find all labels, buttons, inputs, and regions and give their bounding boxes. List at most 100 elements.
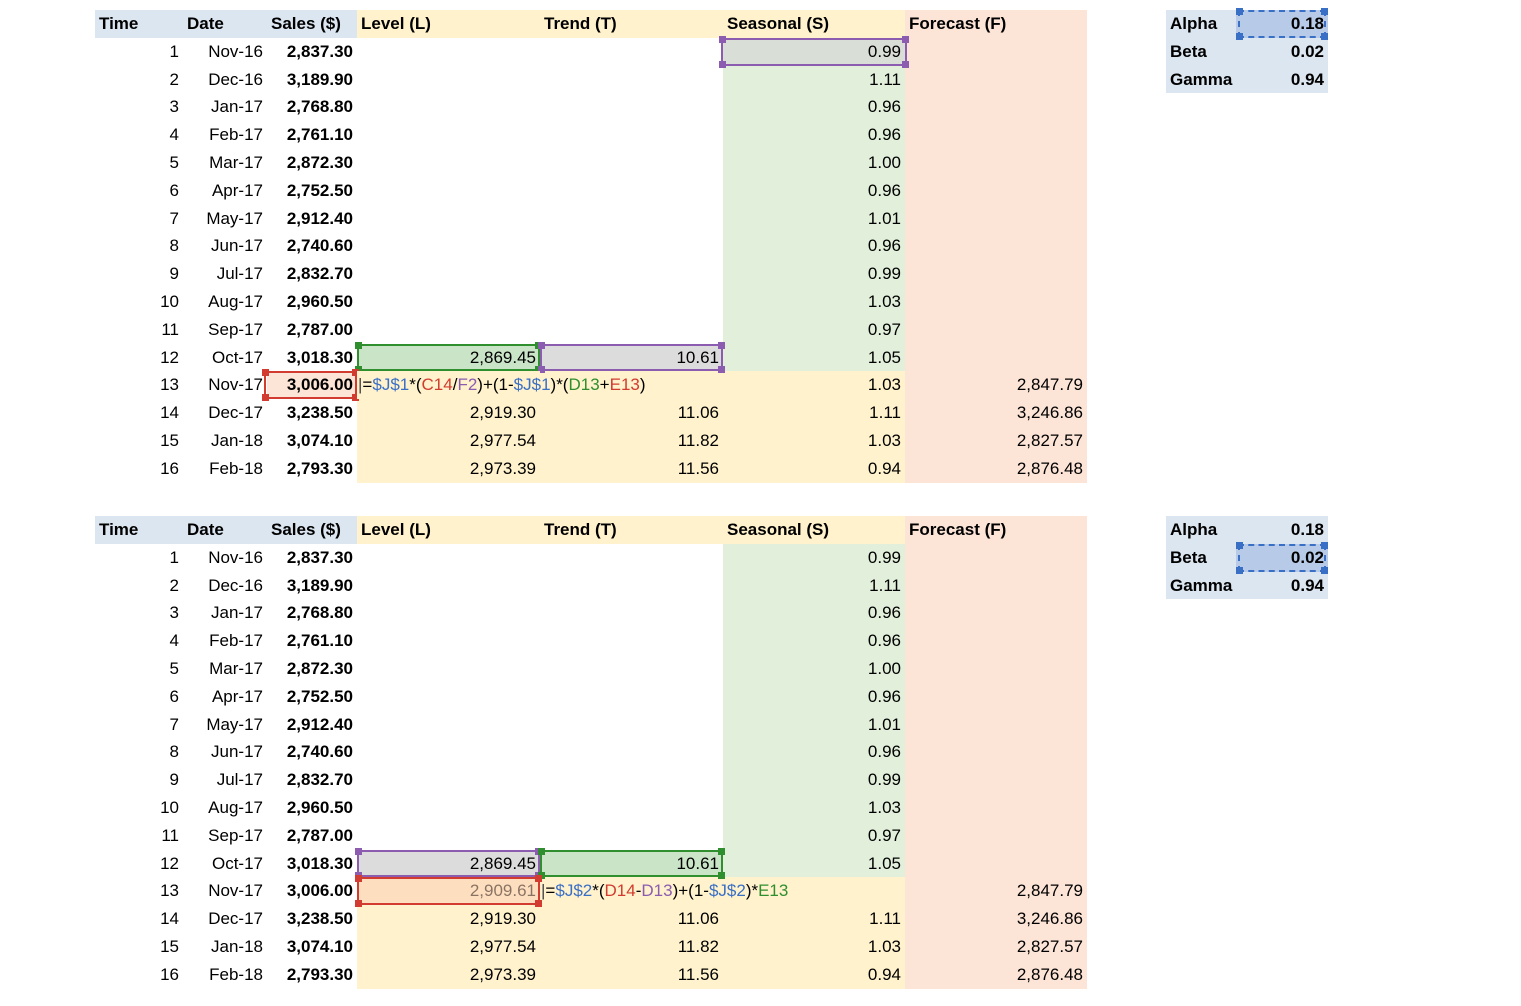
- date-cell[interactable]: Dec-17: [208, 909, 263, 929]
- forecast-cell[interactable]: 2,876.48: [1016, 964, 1083, 984]
- seasonal-cell[interactable]: 1.03: [867, 292, 901, 311]
- trend-cell[interactable]: [540, 683, 723, 711]
- forecast-cell[interactable]: [905, 66, 1087, 94]
- trend-cell[interactable]: 11.06: [677, 909, 719, 929]
- level-cell[interactable]: [357, 149, 540, 177]
- sales-cell[interactable]: 2,837.30: [286, 547, 353, 567]
- forecast-cell[interactable]: [905, 599, 1087, 627]
- time-cell[interactable]: 14: [160, 909, 179, 929]
- sales-cell[interactable]: 2,872.30: [286, 153, 353, 172]
- sales-cell[interactable]: 3,006.00: [286, 881, 353, 901]
- seasonal-cell[interactable]: 0.97: [867, 319, 901, 339]
- time-cell[interactable]: 3: [169, 603, 179, 623]
- forecast-cell[interactable]: [905, 572, 1087, 600]
- trend-cell[interactable]: [540, 93, 723, 121]
- date-cell[interactable]: Nov-17: [208, 375, 263, 395]
- seasonal-cell[interactable]: 0.96: [867, 631, 901, 651]
- date-cell[interactable]: May-17: [206, 208, 263, 228]
- date-cell[interactable]: Feb-17: [209, 125, 263, 145]
- date-cell[interactable]: Oct-17: [211, 853, 263, 873]
- seasonal-cell[interactable]: 1.00: [867, 659, 901, 678]
- date-cell[interactable]: Jul-17: [216, 770, 263, 790]
- forecast-cell[interactable]: 2,827.57: [1016, 431, 1083, 450]
- seasonal-cell[interactable]: 1.11: [869, 403, 901, 423]
- forecast-cell[interactable]: [905, 177, 1087, 205]
- forecast-cell[interactable]: [905, 260, 1087, 288]
- forecast-cell[interactable]: [905, 711, 1087, 739]
- level-cell[interactable]: [357, 822, 540, 850]
- level-cell[interactable]: [357, 599, 540, 627]
- forecast-cell[interactable]: [905, 205, 1087, 233]
- forecast-cell[interactable]: [905, 38, 1087, 66]
- date-cell[interactable]: Jan-17: [211, 97, 263, 117]
- seasonal-cell[interactable]: 0.96: [867, 686, 901, 706]
- date-cell[interactable]: Aug-17: [208, 292, 263, 311]
- trend-cell[interactable]: [540, 738, 723, 766]
- trend-cell[interactable]: [540, 38, 723, 66]
- trend-cell[interactable]: [540, 316, 723, 344]
- sales-cell[interactable]: 3,006.00: [267, 371, 357, 400]
- time-cell[interactable]: 15: [160, 431, 179, 450]
- level-cell[interactable]: [357, 38, 540, 66]
- trend-cell[interactable]: [540, 822, 723, 850]
- time-cell[interactable]: 2: [169, 69, 179, 89]
- forecast-cell[interactable]: [905, 344, 1087, 372]
- date-cell[interactable]: Oct-17: [211, 347, 263, 367]
- sales-cell[interactable]: 2,740.60: [286, 742, 353, 762]
- trend-cell[interactable]: [540, 205, 723, 233]
- sales-cell[interactable]: 2,793.30: [286, 458, 353, 478]
- sales-cell[interactable]: 3,018.30: [286, 853, 353, 873]
- trend-cell[interactable]: [540, 599, 723, 627]
- time-cell[interactable]: 13: [160, 375, 179, 395]
- param-value-gamma[interactable]: 0.94: [1236, 65, 1328, 94]
- level-cell[interactable]: [357, 683, 540, 711]
- forecast-cell[interactable]: [905, 794, 1087, 822]
- sales-cell[interactable]: 3,238.50: [286, 403, 353, 423]
- header-seasonal[interactable]: Seasonal (S): [723, 516, 905, 544]
- time-cell[interactable]: 10: [160, 292, 179, 311]
- level-cell[interactable]: [357, 121, 540, 149]
- forecast-cell[interactable]: [905, 232, 1087, 260]
- seasonal-cell[interactable]: 0.99: [723, 37, 905, 66]
- header-forecast[interactable]: Forecast (F): [905, 10, 1087, 38]
- date-cell[interactable]: Apr-17: [211, 180, 263, 200]
- time-cell[interactable]: 4: [169, 125, 179, 145]
- date-cell[interactable]: Nov-16: [208, 547, 263, 567]
- header-time[interactable]: Time: [95, 516, 183, 544]
- seasonal-cell[interactable]: 0.97: [867, 825, 901, 845]
- sales-cell[interactable]: 3,018.30: [286, 347, 353, 367]
- date-cell[interactable]: Jan-18: [211, 431, 263, 450]
- sales-cell[interactable]: 2,912.40: [286, 714, 353, 734]
- trend-cell[interactable]: 11.06: [677, 403, 719, 423]
- date-cell[interactable]: Mar-17: [209, 659, 263, 678]
- trend-cell[interactable]: [540, 544, 723, 572]
- seasonal-cell[interactable]: 0.96: [867, 603, 901, 623]
- time-cell[interactable]: 11: [161, 825, 179, 845]
- seasonal-cell[interactable]: 1.03: [867, 798, 901, 817]
- seasonal-cell[interactable]: 1.00: [867, 153, 901, 172]
- seasonal-cell[interactable]: 0.94: [867, 458, 901, 478]
- sales-cell[interactable]: 2,912.40: [286, 208, 353, 228]
- forecast-cell[interactable]: [905, 766, 1087, 794]
- trend-cell[interactable]: [540, 711, 723, 739]
- seasonal-cell[interactable]: 1.05: [867, 853, 901, 873]
- header-seasonal[interactable]: Seasonal (S): [723, 10, 905, 38]
- seasonal-cell[interactable]: 1.11: [869, 69, 901, 89]
- param-value-alpha[interactable]: 0.18: [1236, 516, 1328, 544]
- trend-cell[interactable]: [540, 149, 723, 177]
- sales-cell[interactable]: 2,752.50: [286, 686, 353, 706]
- sales-cell[interactable]: 2,793.30: [286, 964, 353, 984]
- level-cell[interactable]: 2,869.45: [357, 343, 540, 372]
- seasonal-cell[interactable]: 1.03: [867, 937, 901, 956]
- sales-cell[interactable]: 3,074.10: [286, 431, 353, 450]
- formula-editor[interactable]: |=$J$1*(C14/F2)+(1-$J$1)*(D13+E13): [357, 371, 646, 400]
- time-cell[interactable]: 9: [169, 264, 179, 284]
- sales-cell[interactable]: 2,761.10: [286, 631, 353, 651]
- time-cell[interactable]: 16: [160, 458, 179, 478]
- level-cell[interactable]: 2,919.30: [469, 909, 536, 929]
- date-cell[interactable]: Mar-17: [209, 153, 263, 172]
- sales-cell[interactable]: 3,074.10: [286, 937, 353, 956]
- sales-cell[interactable]: 2,761.10: [286, 125, 353, 145]
- time-cell[interactable]: 3: [169, 97, 179, 117]
- seasonal-cell[interactable]: 0.96: [867, 97, 901, 117]
